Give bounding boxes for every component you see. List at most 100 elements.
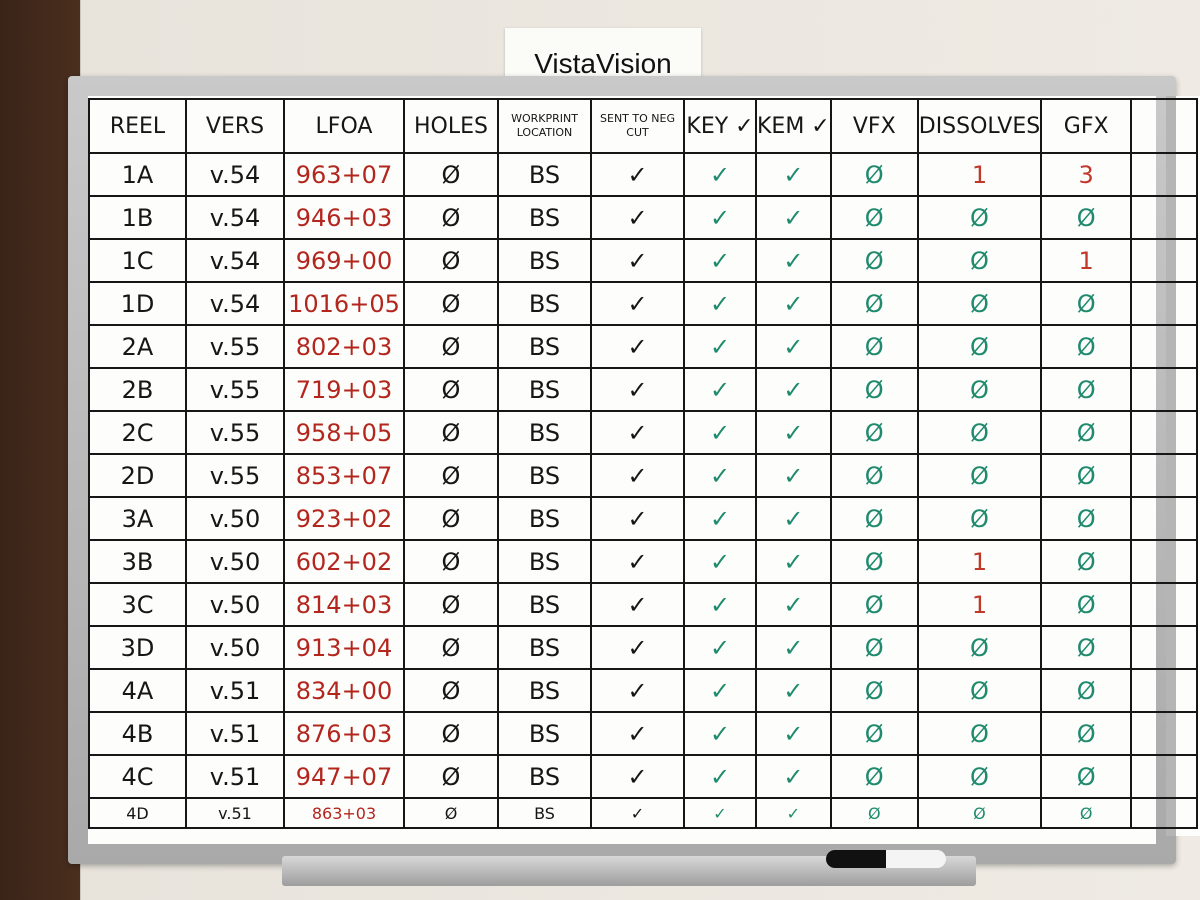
header-row: REEL VERS LFOA HOLES WORKPRINT LOCATION SENT … — [88, 98, 1199, 154]
table-cell: Ø — [829, 797, 919, 829]
blank-cell — [1130, 324, 1199, 369]
table-cell: BS — [497, 625, 592, 670]
table-cell: Ø — [829, 410, 919, 455]
table-cell: 1B — [88, 195, 187, 240]
blank-cell — [1130, 496, 1199, 541]
table-cell: BS — [497, 195, 592, 240]
table-cell: ✓ — [755, 625, 832, 670]
table-cell: 1D — [88, 281, 187, 326]
table-cell: Ø — [403, 625, 499, 670]
table-cell: Ø — [916, 754, 1043, 799]
table-cell: ✓ — [755, 152, 832, 197]
table-cell: ✓ — [683, 410, 757, 455]
table-cell: Ø — [829, 367, 919, 412]
table-cell: Ø — [916, 238, 1043, 283]
table-cell: v.50 — [185, 582, 285, 627]
table-cell: v.54 — [185, 281, 285, 326]
table-cell: ✓ — [590, 496, 685, 541]
blank-cell — [1130, 195, 1199, 240]
table-cell: Ø — [1040, 281, 1133, 326]
table-cell: ✓ — [683, 711, 757, 756]
table-cell: Ø — [403, 281, 499, 326]
table-cell: 2C — [88, 410, 187, 455]
table-cell: Ø — [829, 238, 919, 283]
table-cell: ✓ — [755, 324, 832, 369]
table-cell: 3B — [88, 539, 187, 584]
table-cell: BS — [497, 582, 592, 627]
table-cell: 3C — [88, 582, 187, 627]
table-cell: ✓ — [755, 797, 832, 829]
column-header: WORKPRINT LOCATION — [497, 98, 592, 154]
table-cell: v.54 — [185, 152, 285, 197]
table-cell: 963+07 — [283, 152, 405, 197]
table-cell: 1 — [916, 582, 1043, 627]
table-row: 2D v.55 853+07 Ø BS ✓ ✓ ✓ Ø Ø Ø — [88, 453, 1199, 498]
table-cell: 2D — [88, 453, 187, 498]
table-cell: 834+00 — [283, 668, 405, 713]
table-cell: BS — [497, 754, 592, 799]
table-cell: Ø — [1040, 668, 1133, 713]
table-cell: ✓ — [755, 410, 832, 455]
table-cell: BS — [497, 711, 592, 756]
table-cell: 923+02 — [283, 496, 405, 541]
column-header: LFOA — [283, 98, 405, 154]
table-cell: ✓ — [683, 238, 757, 283]
table-cell: Ø — [916, 324, 1043, 369]
table-cell: Ø — [1040, 367, 1133, 412]
table-cell: 958+05 — [283, 410, 405, 455]
table-cell: ✓ — [683, 367, 757, 412]
table-cell: ✓ — [590, 453, 685, 498]
table-cell: 853+07 — [283, 453, 405, 498]
table-cell: 947+07 — [283, 754, 405, 799]
column-header: SENT TO NEG CUT — [590, 98, 685, 154]
table-cell: Ø — [1040, 539, 1133, 584]
column-header: GFX — [1040, 98, 1133, 154]
table-cell: ✓ — [683, 582, 757, 627]
table-cell: Ø — [916, 195, 1043, 240]
table-cell: Ø — [829, 324, 919, 369]
table-cell: Ø — [403, 453, 499, 498]
column-header: KEM ✓ — [755, 98, 832, 154]
table-row: 4D v.51 863+03 Ø BS ✓ ✓ ✓ Ø Ø Ø — [88, 797, 1199, 829]
table-cell: 969+00 — [283, 238, 405, 283]
table-cell: ✓ — [683, 625, 757, 670]
table-cell: ✓ — [590, 754, 685, 799]
table-cell: Ø — [1040, 582, 1133, 627]
table-cell: ✓ — [590, 711, 685, 756]
table-row: 1A v.54 963+07 Ø BS ✓ ✓ ✓ Ø 1 3 — [88, 152, 1199, 197]
table-cell: Ø — [403, 410, 499, 455]
table-cell: Ø — [1040, 797, 1133, 829]
table-cell: ✓ — [755, 668, 832, 713]
table-cell: BS — [497, 410, 592, 455]
table-cell: Ø — [829, 582, 919, 627]
table-cell: 1 — [916, 539, 1043, 584]
table-cell: 3A — [88, 496, 187, 541]
table-cell: 913+04 — [283, 625, 405, 670]
table-cell: Ø — [1040, 195, 1133, 240]
table-body: 1A v.54 963+07 Ø BS ✓ ✓ ✓ Ø 1 3 1B v.54 946+03 Ø BS ✓ ✓ ✓ Ø… — [88, 152, 1199, 829]
table-row: 3B v.50 602+02 Ø BS ✓ ✓ ✓ Ø 1 Ø — [88, 539, 1199, 584]
table-cell: v.50 — [185, 539, 285, 584]
table-cell: ✓ — [683, 324, 757, 369]
table-cell: Ø — [403, 754, 499, 799]
table-cell: ✓ — [590, 625, 685, 670]
table-cell: ✓ — [590, 195, 685, 240]
table-cell: 946+03 — [283, 195, 405, 240]
table-cell: ✓ — [755, 238, 832, 283]
table-cell: ✓ — [590, 324, 685, 369]
blank-cell — [1130, 668, 1199, 713]
table-row: 1B v.54 946+03 Ø BS ✓ ✓ ✓ Ø Ø Ø — [88, 195, 1199, 240]
table-cell: BS — [497, 496, 592, 541]
table-cell: Ø — [403, 195, 499, 240]
table-cell: 1 — [1040, 238, 1133, 283]
column-header: REEL — [88, 98, 187, 154]
table-cell: v.54 — [185, 238, 285, 283]
table-cell: ✓ — [755, 367, 832, 412]
table-cell: 3D — [88, 625, 187, 670]
table-cell: BS — [497, 324, 592, 369]
blank-cell — [1130, 625, 1199, 670]
table-cell: ✓ — [683, 195, 757, 240]
table-cell: BS — [497, 281, 592, 326]
blank-cell — [1130, 797, 1199, 829]
